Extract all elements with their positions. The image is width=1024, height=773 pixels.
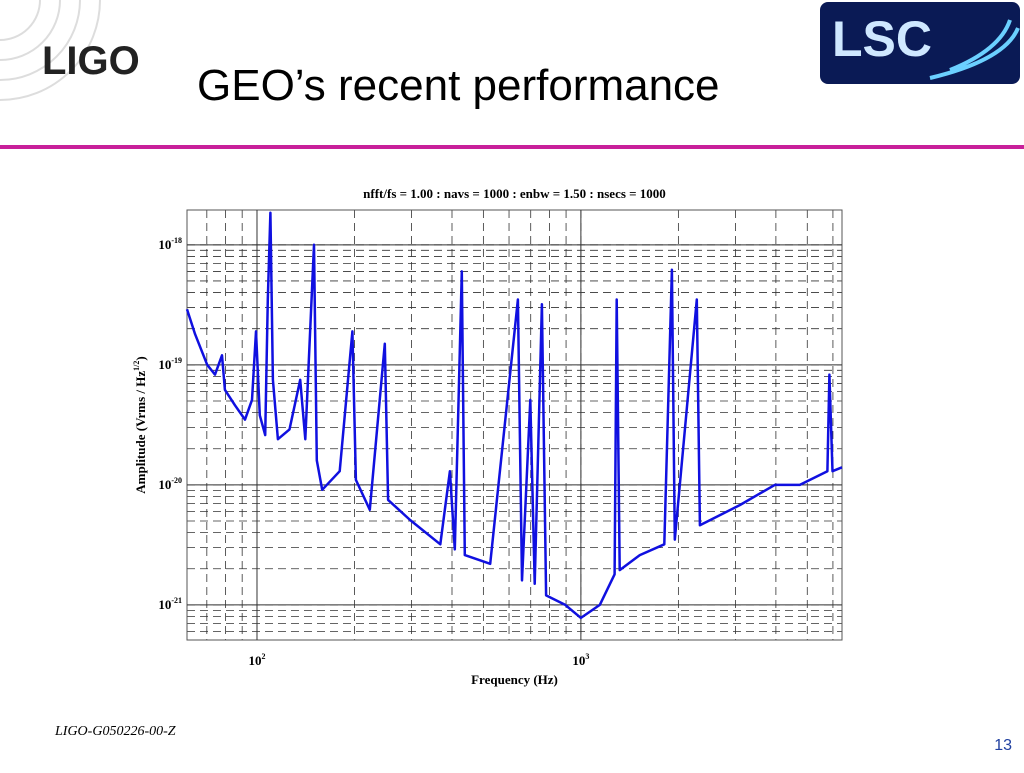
series-line xyxy=(185,211,843,620)
page-number: 13 xyxy=(994,737,1012,754)
tick-base: 10 xyxy=(158,237,171,252)
tick-base: 10 xyxy=(572,653,585,668)
tick-label: 102 xyxy=(248,652,265,668)
footer: LIGO-G050226-00-Z xyxy=(54,724,176,739)
tick-label: 10-18 xyxy=(158,236,182,252)
tick-label: 103 xyxy=(572,652,589,668)
tick-exp: -20 xyxy=(171,476,182,485)
logo-right: LSC xyxy=(832,11,932,67)
slide-title: GEO’s recent performance xyxy=(197,61,720,110)
tick-base: 10 xyxy=(248,653,261,668)
logo-left: LIGO xyxy=(42,39,140,83)
tick-exp: -19 xyxy=(171,356,182,365)
tick-base: 10 xyxy=(158,477,171,492)
logo-box xyxy=(820,2,1020,84)
tick-label: 10-20 xyxy=(158,476,182,492)
plot-frame xyxy=(186,209,843,641)
tick-exp: -18 xyxy=(171,236,182,245)
y-label-sup: 1/2 xyxy=(132,361,141,371)
tick-base: 10 xyxy=(158,357,171,372)
y-label-end: ) xyxy=(133,356,148,360)
logo-swoosh xyxy=(929,19,1020,80)
chart-title: nfft/fs = 1.00 : navs = 1000 : enbw = 1.… xyxy=(363,186,666,201)
divider xyxy=(0,145,1024,149)
tick-label: 10-21 xyxy=(158,596,182,612)
x-axis-label: Frequency (Hz) xyxy=(471,672,558,687)
y-label-text: Amplitude (Vrms / Hz xyxy=(133,371,148,494)
tick-label: 10-19 xyxy=(158,356,182,372)
tick-exp: -21 xyxy=(171,596,182,605)
tick-base: 10 xyxy=(158,597,171,612)
tick-exp: 2 xyxy=(261,652,265,661)
y-axis-label: Amplitude (Vrms / Hz1/2) xyxy=(132,356,148,493)
tick-exp: 3 xyxy=(585,652,589,661)
